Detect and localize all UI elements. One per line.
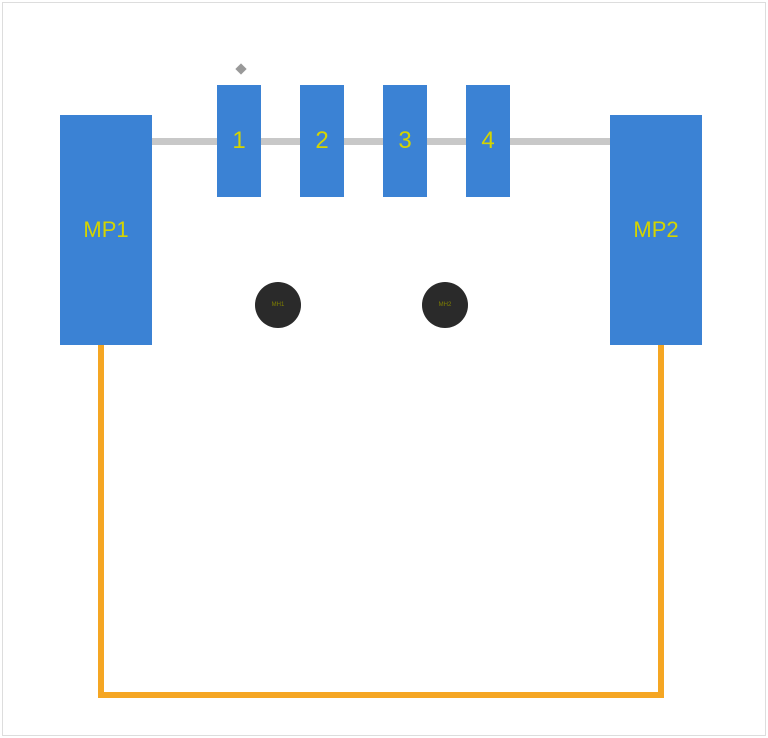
pad-2: 2: [300, 85, 344, 197]
pad-mp2-label: MP2: [633, 217, 678, 243]
pad-1: 1: [217, 85, 261, 197]
pcb-footprint-canvas: MP1 MP2 1 2 3 4 MH1 MH2: [0, 0, 768, 738]
outline-bottom: [98, 692, 664, 698]
pad-4-label: 4: [481, 127, 494, 155]
pad-1-label: 1: [232, 127, 245, 155]
hole-mh1-label: MH1: [272, 302, 285, 308]
hole-mh1: MH1: [255, 282, 301, 328]
pad-4: 4: [466, 85, 510, 197]
connector-p2-p3: [344, 138, 383, 145]
pad-2-label: 2: [315, 127, 328, 155]
connector-p3-p4: [427, 138, 466, 145]
pad-mp1-label: MP1: [83, 217, 128, 243]
outline-left: [98, 345, 104, 695]
pad-3: 3: [383, 85, 427, 197]
pin1-marker-icon: [235, 63, 246, 74]
connector-p1-p2: [261, 138, 300, 145]
hole-mh2: MH2: [422, 282, 468, 328]
hole-mh2-label: MH2: [439, 302, 452, 308]
pad-3-label: 3: [398, 127, 411, 155]
connector-p4-mp2: [510, 138, 610, 145]
outline-right: [658, 345, 664, 695]
pad-mp1: MP1: [60, 115, 152, 345]
pad-mp2: MP2: [610, 115, 702, 345]
connector-mp1-p1: [152, 138, 217, 145]
